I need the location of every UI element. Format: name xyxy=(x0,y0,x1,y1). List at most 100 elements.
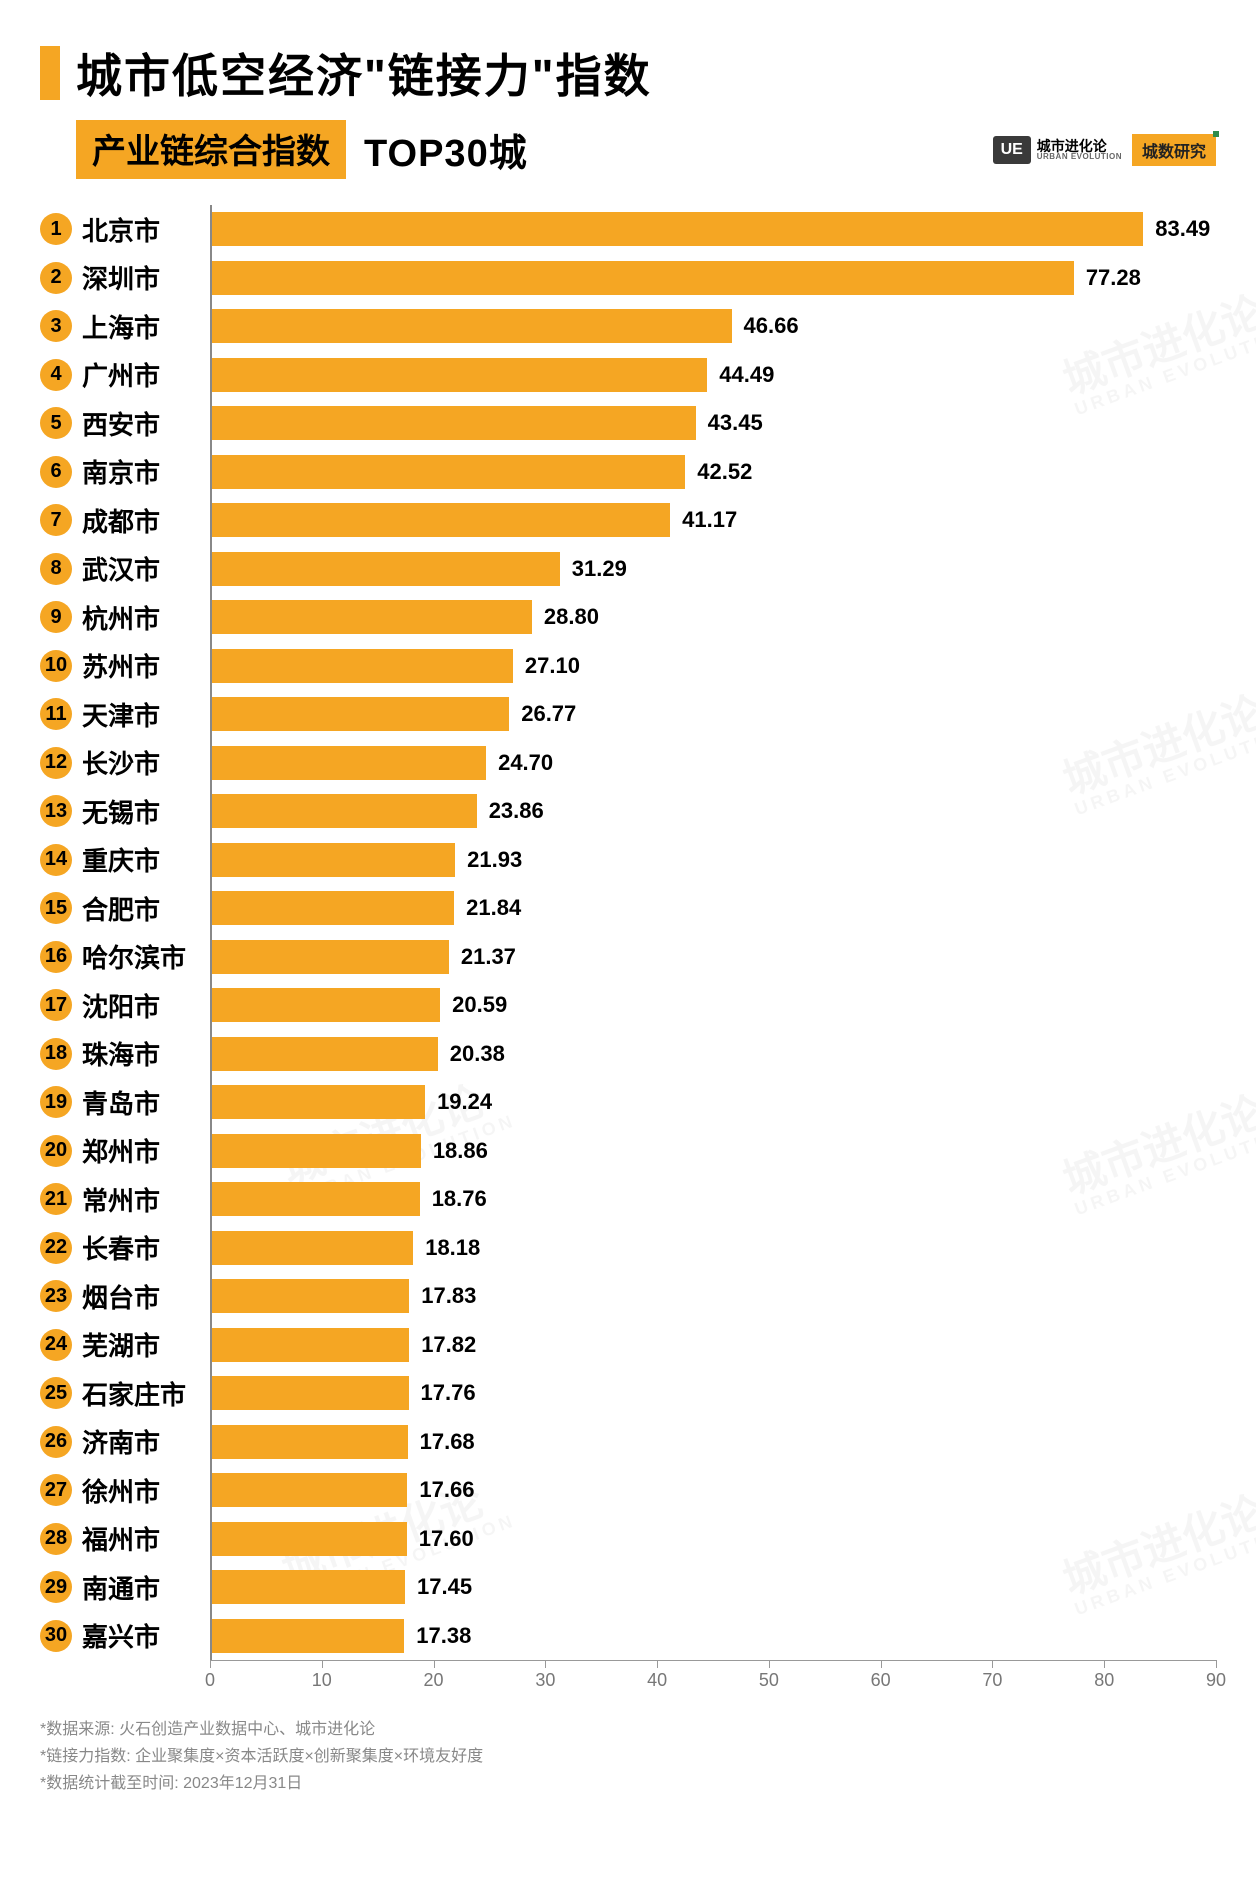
bar-chart: 1北京市83.492深圳市77.283上海市46.664广州市44.495西安市… xyxy=(40,205,1216,1696)
city-label: 杭州市 xyxy=(82,599,210,636)
bar xyxy=(210,746,486,780)
bar-area: 46.66 xyxy=(210,302,1216,351)
bar-value: 43.45 xyxy=(708,410,763,436)
bar-row: 5西安市43.45 xyxy=(40,399,1216,448)
bar-area: 26.77 xyxy=(210,690,1216,739)
x-tick xyxy=(545,1660,546,1668)
bar-value: 83.49 xyxy=(1155,216,1210,242)
x-tick xyxy=(1104,1660,1105,1668)
bar xyxy=(210,406,696,440)
x-tick-label: 80 xyxy=(1094,1670,1114,1691)
bar-value: 21.37 xyxy=(461,944,516,970)
bar xyxy=(210,212,1143,246)
bar xyxy=(210,1328,409,1362)
rank-badge: 5 xyxy=(40,407,72,439)
bar-value: 24.70 xyxy=(498,750,553,776)
bar-row: 2深圳市77.28 xyxy=(40,254,1216,303)
rank-badge: 1 xyxy=(40,213,72,245)
bar-area: 19.24 xyxy=(210,1078,1216,1127)
bar xyxy=(210,649,513,683)
bar-value: 20.38 xyxy=(450,1041,505,1067)
x-tick-label: 40 xyxy=(647,1670,667,1691)
bar xyxy=(210,1473,407,1507)
x-tick-label: 50 xyxy=(759,1670,779,1691)
city-label: 苏州市 xyxy=(82,647,210,684)
city-label: 常州市 xyxy=(82,1181,210,1218)
rank-badge: 28 xyxy=(40,1523,72,1555)
bar-area: 41.17 xyxy=(210,496,1216,545)
bar-row: 19 青岛市19.24 xyxy=(40,1078,1216,1127)
bar-row: 8武汉市31.29 xyxy=(40,545,1216,594)
bar xyxy=(210,600,532,634)
bar-area: 17.38 xyxy=(210,1612,1216,1661)
bar-row: 11天津市26.77 xyxy=(40,690,1216,739)
bar-value: 17.76 xyxy=(421,1380,476,1406)
city-label: 徐州市 xyxy=(82,1472,210,1509)
bar-value: 17.60 xyxy=(419,1526,474,1552)
bar-row: 20郑州市18.86 xyxy=(40,1127,1216,1176)
bar-value: 27.10 xyxy=(525,653,580,679)
bar-row: 16哈尔滨市21.37 xyxy=(40,933,1216,982)
x-tick xyxy=(1216,1660,1217,1668)
bar xyxy=(210,309,732,343)
city-label: 青岛市 xyxy=(82,1084,210,1121)
city-label: 广州市 xyxy=(82,356,210,393)
ue-logo: UE 城市进化论URBAN EVOLUTION xyxy=(993,136,1122,164)
bar-area: 17.60 xyxy=(210,1515,1216,1564)
bar-area: 20.59 xyxy=(210,981,1216,1030)
city-label: 成都市 xyxy=(82,502,210,539)
rank-badge: 30 xyxy=(40,1620,72,1652)
city-label: 天津市 xyxy=(82,696,210,733)
bar-value: 41.17 xyxy=(682,507,737,533)
rank-badge: 12 xyxy=(40,747,72,779)
x-tick-label: 60 xyxy=(871,1670,891,1691)
bar xyxy=(210,1182,420,1216)
bar xyxy=(210,843,455,877)
bar xyxy=(210,1134,421,1168)
rank-badge: 27 xyxy=(40,1474,72,1506)
bar xyxy=(210,1570,405,1604)
subtitle: TOP30城 xyxy=(364,122,528,177)
bar-row: 28福州市17.60 xyxy=(40,1515,1216,1564)
bar-row: 14重庆市21.93 xyxy=(40,836,1216,885)
x-tick-label: 70 xyxy=(982,1670,1002,1691)
bar-area: 21.37 xyxy=(210,933,1216,982)
rank-badge: 18 xyxy=(40,1038,72,1070)
bar-area: 21.93 xyxy=(210,836,1216,885)
ue-mark-icon: UE xyxy=(993,136,1031,164)
bar-area: 24.70 xyxy=(210,739,1216,788)
x-tick-label: 10 xyxy=(312,1670,332,1691)
bar xyxy=(210,794,477,828)
bar xyxy=(210,1376,409,1410)
rank-badge: 22 xyxy=(40,1232,72,1264)
bar xyxy=(210,940,449,974)
brand-group: UE 城市进化论URBAN EVOLUTION 城数研究 xyxy=(993,134,1216,166)
rank-badge: 29 xyxy=(40,1571,72,1603)
rank-badge: 19 xyxy=(40,1086,72,1118)
bar-row: 25石家庄市17.76 xyxy=(40,1369,1216,1418)
bar-row: 6南京市42.52 xyxy=(40,448,1216,497)
bar-value: 18.76 xyxy=(432,1186,487,1212)
bar-area: 44.49 xyxy=(210,351,1216,400)
bar-area: 20.38 xyxy=(210,1030,1216,1079)
bar xyxy=(210,1425,408,1459)
bar-value: 31.29 xyxy=(572,556,627,582)
bar-area: 17.83 xyxy=(210,1272,1216,1321)
city-label: 合肥市 xyxy=(82,890,210,927)
city-label: 深圳市 xyxy=(82,259,210,296)
rank-badge: 8 xyxy=(40,553,72,585)
rank-badge: 13 xyxy=(40,795,72,827)
bar-value: 18.18 xyxy=(425,1235,480,1261)
bar xyxy=(210,552,560,586)
bar xyxy=(210,1522,407,1556)
footnote-line: *数据来源: 火石创造产业数据中心、城市进化论 xyxy=(40,1716,1216,1743)
bar-area: 42.52 xyxy=(210,448,1216,497)
bar-area: 18.76 xyxy=(210,1175,1216,1224)
bar-value: 17.68 xyxy=(420,1429,475,1455)
x-tick xyxy=(769,1660,770,1668)
x-axis: 0102030405060708090 xyxy=(210,1660,1216,1696)
rank-badge: 20 xyxy=(40,1135,72,1167)
bar xyxy=(210,1231,413,1265)
city-label: 嘉兴市 xyxy=(82,1617,210,1654)
city-label: 哈尔滨市 xyxy=(82,938,210,975)
